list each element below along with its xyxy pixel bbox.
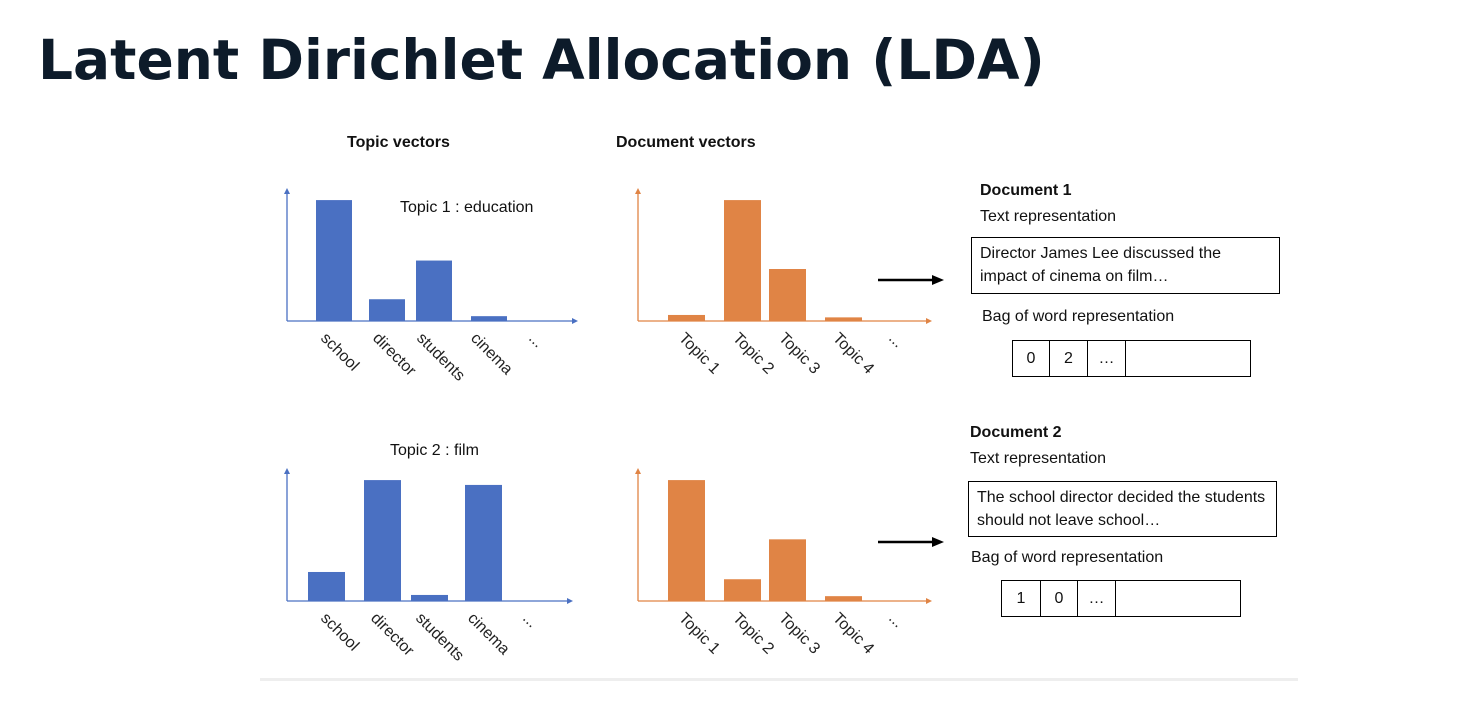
bar-topic-2	[724, 200, 761, 321]
category-label: students	[412, 610, 467, 665]
category-label: director	[367, 610, 417, 660]
bar-director	[364, 480, 401, 601]
bow-cell: 2	[1050, 341, 1088, 376]
category-label: cinema	[464, 610, 513, 659]
document-2-text-box: The school director decided the students…	[968, 481, 1277, 537]
document-1-title: Document 1	[980, 182, 1072, 199]
y-axis-arrowhead	[635, 188, 641, 194]
bow-cell: 0	[1013, 341, 1050, 376]
category-label: Topic 1	[675, 610, 723, 658]
category-label: cinema	[467, 330, 516, 379]
arrow-right-icon	[878, 537, 944, 547]
category-label: ...	[525, 330, 546, 351]
bow-cell: …	[1088, 341, 1126, 376]
bar-students	[416, 260, 452, 321]
category-label: ...	[885, 330, 906, 351]
arrow-right-icon	[878, 275, 944, 285]
category-label: school	[317, 610, 362, 655]
bar-school	[308, 571, 345, 601]
category-label: Topic 2	[729, 610, 777, 658]
x-axis-arrowhead	[926, 598, 932, 604]
bar-director	[369, 299, 405, 321]
bar-cinema	[471, 316, 507, 321]
y-axis-arrowhead	[284, 188, 290, 194]
category-label: ...	[519, 610, 540, 631]
x-axis-arrowhead	[926, 318, 932, 324]
bar-topic-4	[825, 596, 862, 601]
chart-title: Topic 1 : education	[400, 199, 533, 216]
category-label: director	[369, 330, 419, 380]
category-label: students	[413, 330, 468, 385]
bar-topic-1	[668, 480, 705, 601]
chart-title: Topic 2 : film	[390, 442, 479, 459]
category-label: Topic 1	[675, 330, 723, 378]
category-label: Topic 4	[829, 610, 877, 658]
category-label: school	[317, 330, 362, 375]
bar-school	[316, 200, 352, 321]
x-axis-arrowhead	[567, 598, 573, 604]
y-axis-arrowhead	[635, 468, 641, 474]
topic-vectors-header: Topic vectors	[347, 134, 450, 151]
bow-cell	[1116, 581, 1240, 616]
bar-topic-1	[668, 314, 705, 321]
document-2-title: Document 2	[970, 424, 1062, 441]
bow-cell	[1126, 341, 1250, 376]
document-1-text-label: Text representation	[980, 208, 1117, 225]
bow-cell: 1	[1002, 581, 1041, 616]
document-2-bow-vector: 1 0 …	[1001, 580, 1241, 617]
bar-students	[411, 594, 448, 601]
category-label: Topic 3	[775, 330, 823, 378]
x-axis-arrowhead	[572, 318, 578, 324]
bar-cinema	[465, 484, 502, 601]
category-label: Topic 3	[775, 610, 823, 658]
page-title: Latent Dirichlet Allocation (LDA)	[38, 28, 1045, 92]
document-vectors-header: Document vectors	[616, 134, 756, 151]
bow-cell: …	[1078, 581, 1116, 616]
bar-topic-3	[769, 539, 806, 601]
category-label: Topic 4	[829, 330, 877, 378]
document-1-bow-vector: 0 2 …	[1012, 340, 1251, 377]
bar-topic-2	[724, 579, 761, 601]
category-label: ...	[885, 610, 906, 631]
document-2-text-label: Text representation	[970, 450, 1107, 467]
document-1-text-box: Director James Lee discussed the impact …	[971, 237, 1280, 294]
bar-topic-3	[769, 269, 806, 321]
category-label: Topic 2	[729, 330, 777, 378]
bar-topic-4	[825, 317, 862, 321]
document-2-bow-label: Bag of word representation	[971, 549, 1164, 566]
bow-cell: 0	[1041, 581, 1078, 616]
document-1-bow-label: Bag of word representation	[982, 308, 1175, 325]
y-axis-arrowhead	[284, 468, 290, 474]
